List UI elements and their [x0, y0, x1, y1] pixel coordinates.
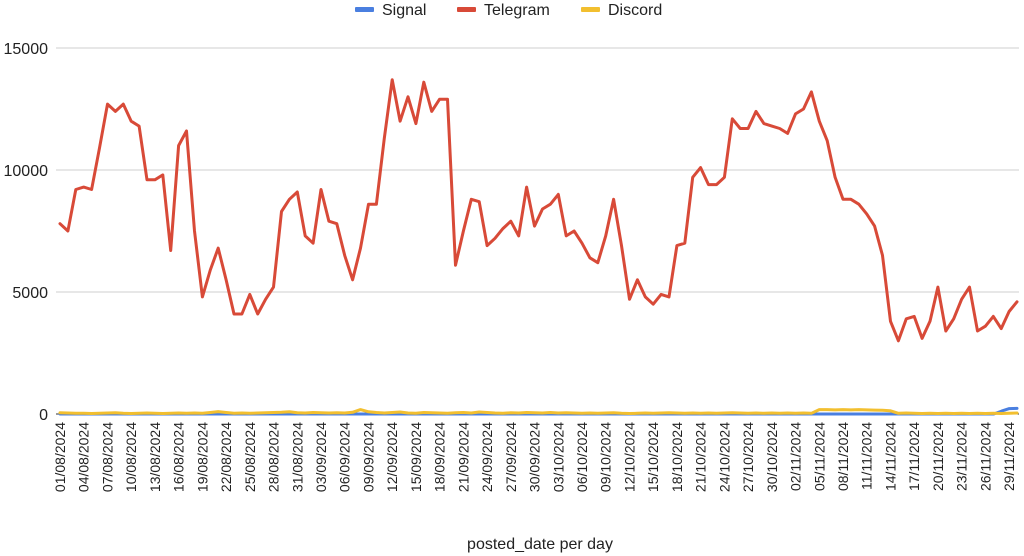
x-tick-label: 26/11/2024 — [977, 422, 993, 491]
x-tick-label: 21/10/2024 — [693, 422, 709, 492]
x-axis-ticks: 01/08/2024 04/08/2024 07/08/2024 10/08/2024… — [52, 422, 1017, 492]
x-tick-label: 12/10/2024 — [622, 422, 638, 492]
x-tick-label: 30/10/2024 — [764, 422, 780, 492]
x-tick-label: 22/08/2024 — [218, 422, 234, 492]
y-tick-label: 0 — [39, 407, 48, 424]
legend-label-signal: Signal — [382, 2, 426, 19]
series-line-telegram — [58, 78, 1019, 343]
x-tick-label: 24/09/2024 — [479, 422, 495, 492]
x-tick-label: 06/09/2024 — [337, 422, 353, 492]
legend-swatch-signal — [355, 7, 374, 12]
x-tick-label: 06/10/2024 — [574, 422, 590, 492]
x-tick-label: 13/08/2024 — [147, 422, 163, 492]
x-tick-label: 21/09/2024 — [455, 422, 471, 492]
x-tick-label: 07/08/2024 — [100, 422, 116, 492]
y-tick-label: 5000 — [12, 285, 48, 302]
x-tick-label: 25/08/2024 — [242, 422, 258, 492]
x-tick-label: 11/11/2024 — [859, 422, 875, 490]
x-tick-label: 03/09/2024 — [313, 422, 329, 492]
x-tick-label: 03/10/2024 — [550, 422, 566, 492]
y-tick-label: 15000 — [4, 41, 49, 58]
legend-swatch-discord — [581, 7, 600, 12]
legend-swatch-telegram — [457, 7, 476, 12]
x-tick-label: 01/08/2024 — [52, 422, 68, 492]
x-tick-label: 28/08/2024 — [266, 422, 282, 492]
x-tick-label: 02/11/2024 — [788, 422, 804, 491]
x-tick-label: 17/11/2024 — [906, 422, 922, 491]
legend-label-discord: Discord — [608, 2, 662, 19]
legend-label-telegram: Telegram — [484, 2, 550, 19]
series-line-discord — [58, 408, 1019, 415]
x-tick-label: 18/10/2024 — [669, 422, 685, 492]
x-tick-label: 09/10/2024 — [598, 422, 614, 492]
x-tick-label: 20/11/2024 — [930, 422, 946, 491]
x-tick-label: 31/08/2024 — [289, 422, 305, 492]
x-tick-label: 30/09/2024 — [527, 422, 543, 492]
series-lines — [58, 78, 1019, 416]
x-tick-label: 23/11/2024 — [954, 422, 970, 491]
x-tick-label: 19/08/2024 — [194, 422, 210, 492]
x-tick-label: 18/09/2024 — [432, 422, 448, 492]
x-axis-label: posted_date per day — [467, 536, 613, 553]
x-tick-label: 24/10/2024 — [716, 422, 732, 492]
x-tick-label: 27/10/2024 — [740, 422, 756, 492]
x-tick-label: 04/08/2024 — [76, 422, 92, 492]
x-tick-label: 15/09/2024 — [408, 422, 424, 492]
legend: Signal Telegram Discord — [355, 2, 662, 19]
y-axis-ticks: 0 5000 10000 15000 — [4, 41, 49, 424]
x-tick-label: 14/11/2024 — [883, 422, 899, 491]
x-tick-label: 29/11/2024 — [1001, 422, 1017, 491]
x-tick-label: 09/09/2024 — [361, 422, 377, 492]
x-tick-label: 15/10/2024 — [645, 422, 661, 492]
x-tick-label: 05/11/2024 — [811, 422, 827, 491]
x-tick-label: 27/09/2024 — [503, 422, 519, 492]
y-tick-label: 10000 — [4, 163, 49, 180]
x-tick-label: 16/08/2024 — [171, 422, 187, 492]
x-tick-label: 08/11/2024 — [835, 422, 851, 491]
x-tick-label: 12/09/2024 — [384, 422, 400, 492]
x-tick-label: 10/08/2024 — [123, 422, 139, 492]
